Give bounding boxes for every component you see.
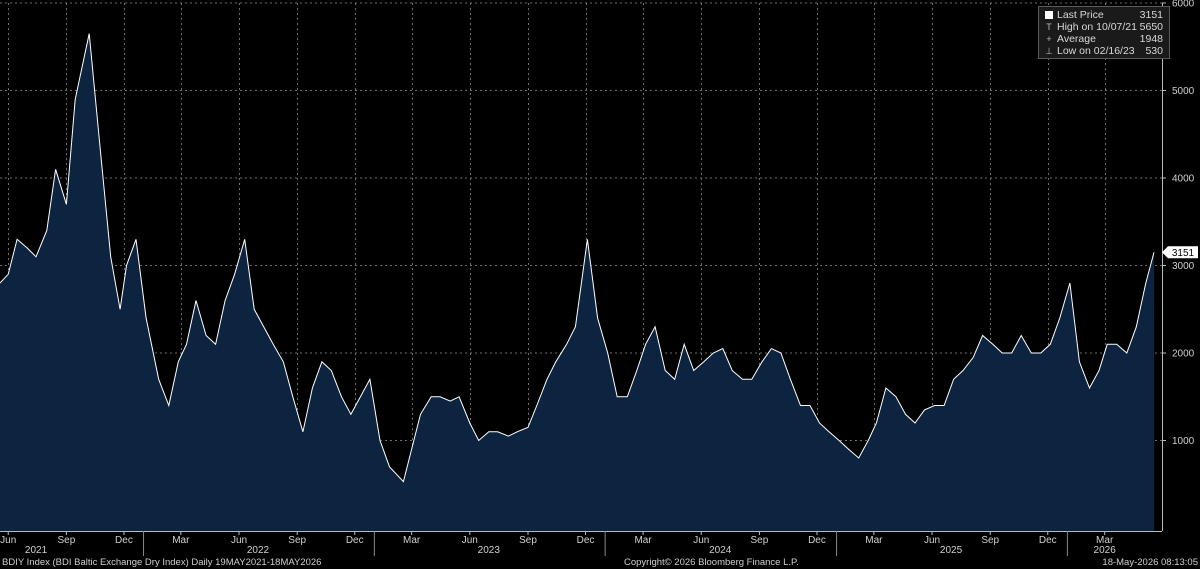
x-year-label: 2026 [1093, 545, 1116, 556]
legend-value: 5650 [1139, 21, 1163, 33]
legend-label: Last Price [1057, 9, 1104, 21]
x-tick-label: Mar [172, 535, 190, 546]
x-tick-label: Mar [1096, 535, 1114, 546]
x-tick-label: Sep [57, 535, 75, 546]
x-tick-label: Mar [403, 535, 421, 546]
footer: BDIY Index (BDI Baltic Exchange Dry Inde… [0, 557, 1200, 569]
footer-series-description: BDIY Index (BDI Baltic Exchange Dry Inde… [2, 557, 322, 568]
y-tick-label: 3000 [1172, 261, 1195, 272]
legend-item-high: T High on 10/07/21 5650 [1039, 21, 1169, 33]
legend-value: 1948 [1139, 33, 1163, 45]
x-tick-label: Dec [115, 535, 133, 546]
y-tick-label: 6000 [1172, 0, 1195, 10]
x-tick-label: Sep [981, 535, 999, 546]
last-price-tag [1162, 246, 1198, 259]
x-tick-label: Dec [577, 535, 595, 546]
x-tick-label: Jun [924, 535, 940, 546]
legend-value: 530 [1145, 45, 1163, 57]
y-tick-label: 1000 [1172, 436, 1195, 447]
price-area-fill [0, 33, 1154, 531]
legend-label: High on 10/07/21 [1057, 21, 1137, 33]
x-tick-label: Mar [865, 535, 883, 546]
y-tick-label: 4000 [1172, 174, 1195, 185]
price-series-line [0, 33, 1155, 483]
x-tick-label: Jun [231, 535, 247, 546]
legend-value: 3151 [1139, 9, 1163, 21]
legend-label: Average [1057, 33, 1096, 45]
y-tick-label: 2000 [1172, 349, 1195, 360]
x-tick-label: Sep [288, 535, 306, 546]
last-price-label: 3151 [1172, 248, 1195, 259]
average-marker-icon: + [1046, 34, 1052, 44]
x-year-label: 2023 [477, 545, 500, 556]
x-axis: Jun Sep Dec Mar Jun Sep Dec Mar Jun Sep Dec Mar Jun S… [0, 531, 1162, 556]
last-price-marker: 3151 [1162, 246, 1198, 259]
x-tick-label: Jun [0, 535, 16, 546]
x-tick-label: Dec [346, 535, 364, 546]
legend-square-icon [1045, 9, 1053, 22]
x-tick-label: Dec [1039, 535, 1057, 546]
x-year-label: 2025 [939, 545, 963, 556]
x-tick-label: Sep [751, 535, 769, 546]
low-marker-icon: ⊥ [1045, 46, 1053, 56]
legend-item-average: + Average 1948 [1039, 33, 1169, 45]
legend-label: Low on 02/16/23 [1057, 45, 1135, 57]
x-year-label: 2024 [709, 545, 732, 556]
x-tick-label: Dec [808, 535, 826, 546]
x-tick-label: Sep [519, 535, 537, 546]
x-tick-label: Jun [462, 535, 478, 546]
legend-item-low: ⊥ Low on 02/16/23 530 [1039, 45, 1169, 57]
x-tick-label: Mar [634, 535, 652, 546]
footer-timestamp: 18-May-2026 08:13:05 [1102, 557, 1198, 568]
x-tick-label: Jun [693, 535, 709, 546]
legend: Last Price 3151 T High on 10/07/21 5650 … [1038, 6, 1170, 59]
x-year-label: 2022 [246, 545, 270, 556]
legend-item-last-price: Last Price 3151 [1039, 9, 1169, 21]
y-axis: 1000 2000 3000 4000 5000 6000 [1162, 0, 1195, 531]
high-marker-icon: T [1046, 22, 1052, 32]
y-tick-label: 5000 [1172, 86, 1195, 97]
footer-copyright: Copyright© 2026 Bloomberg Finance L.P. [624, 557, 799, 568]
x-year-label: 2021 [24, 545, 48, 556]
